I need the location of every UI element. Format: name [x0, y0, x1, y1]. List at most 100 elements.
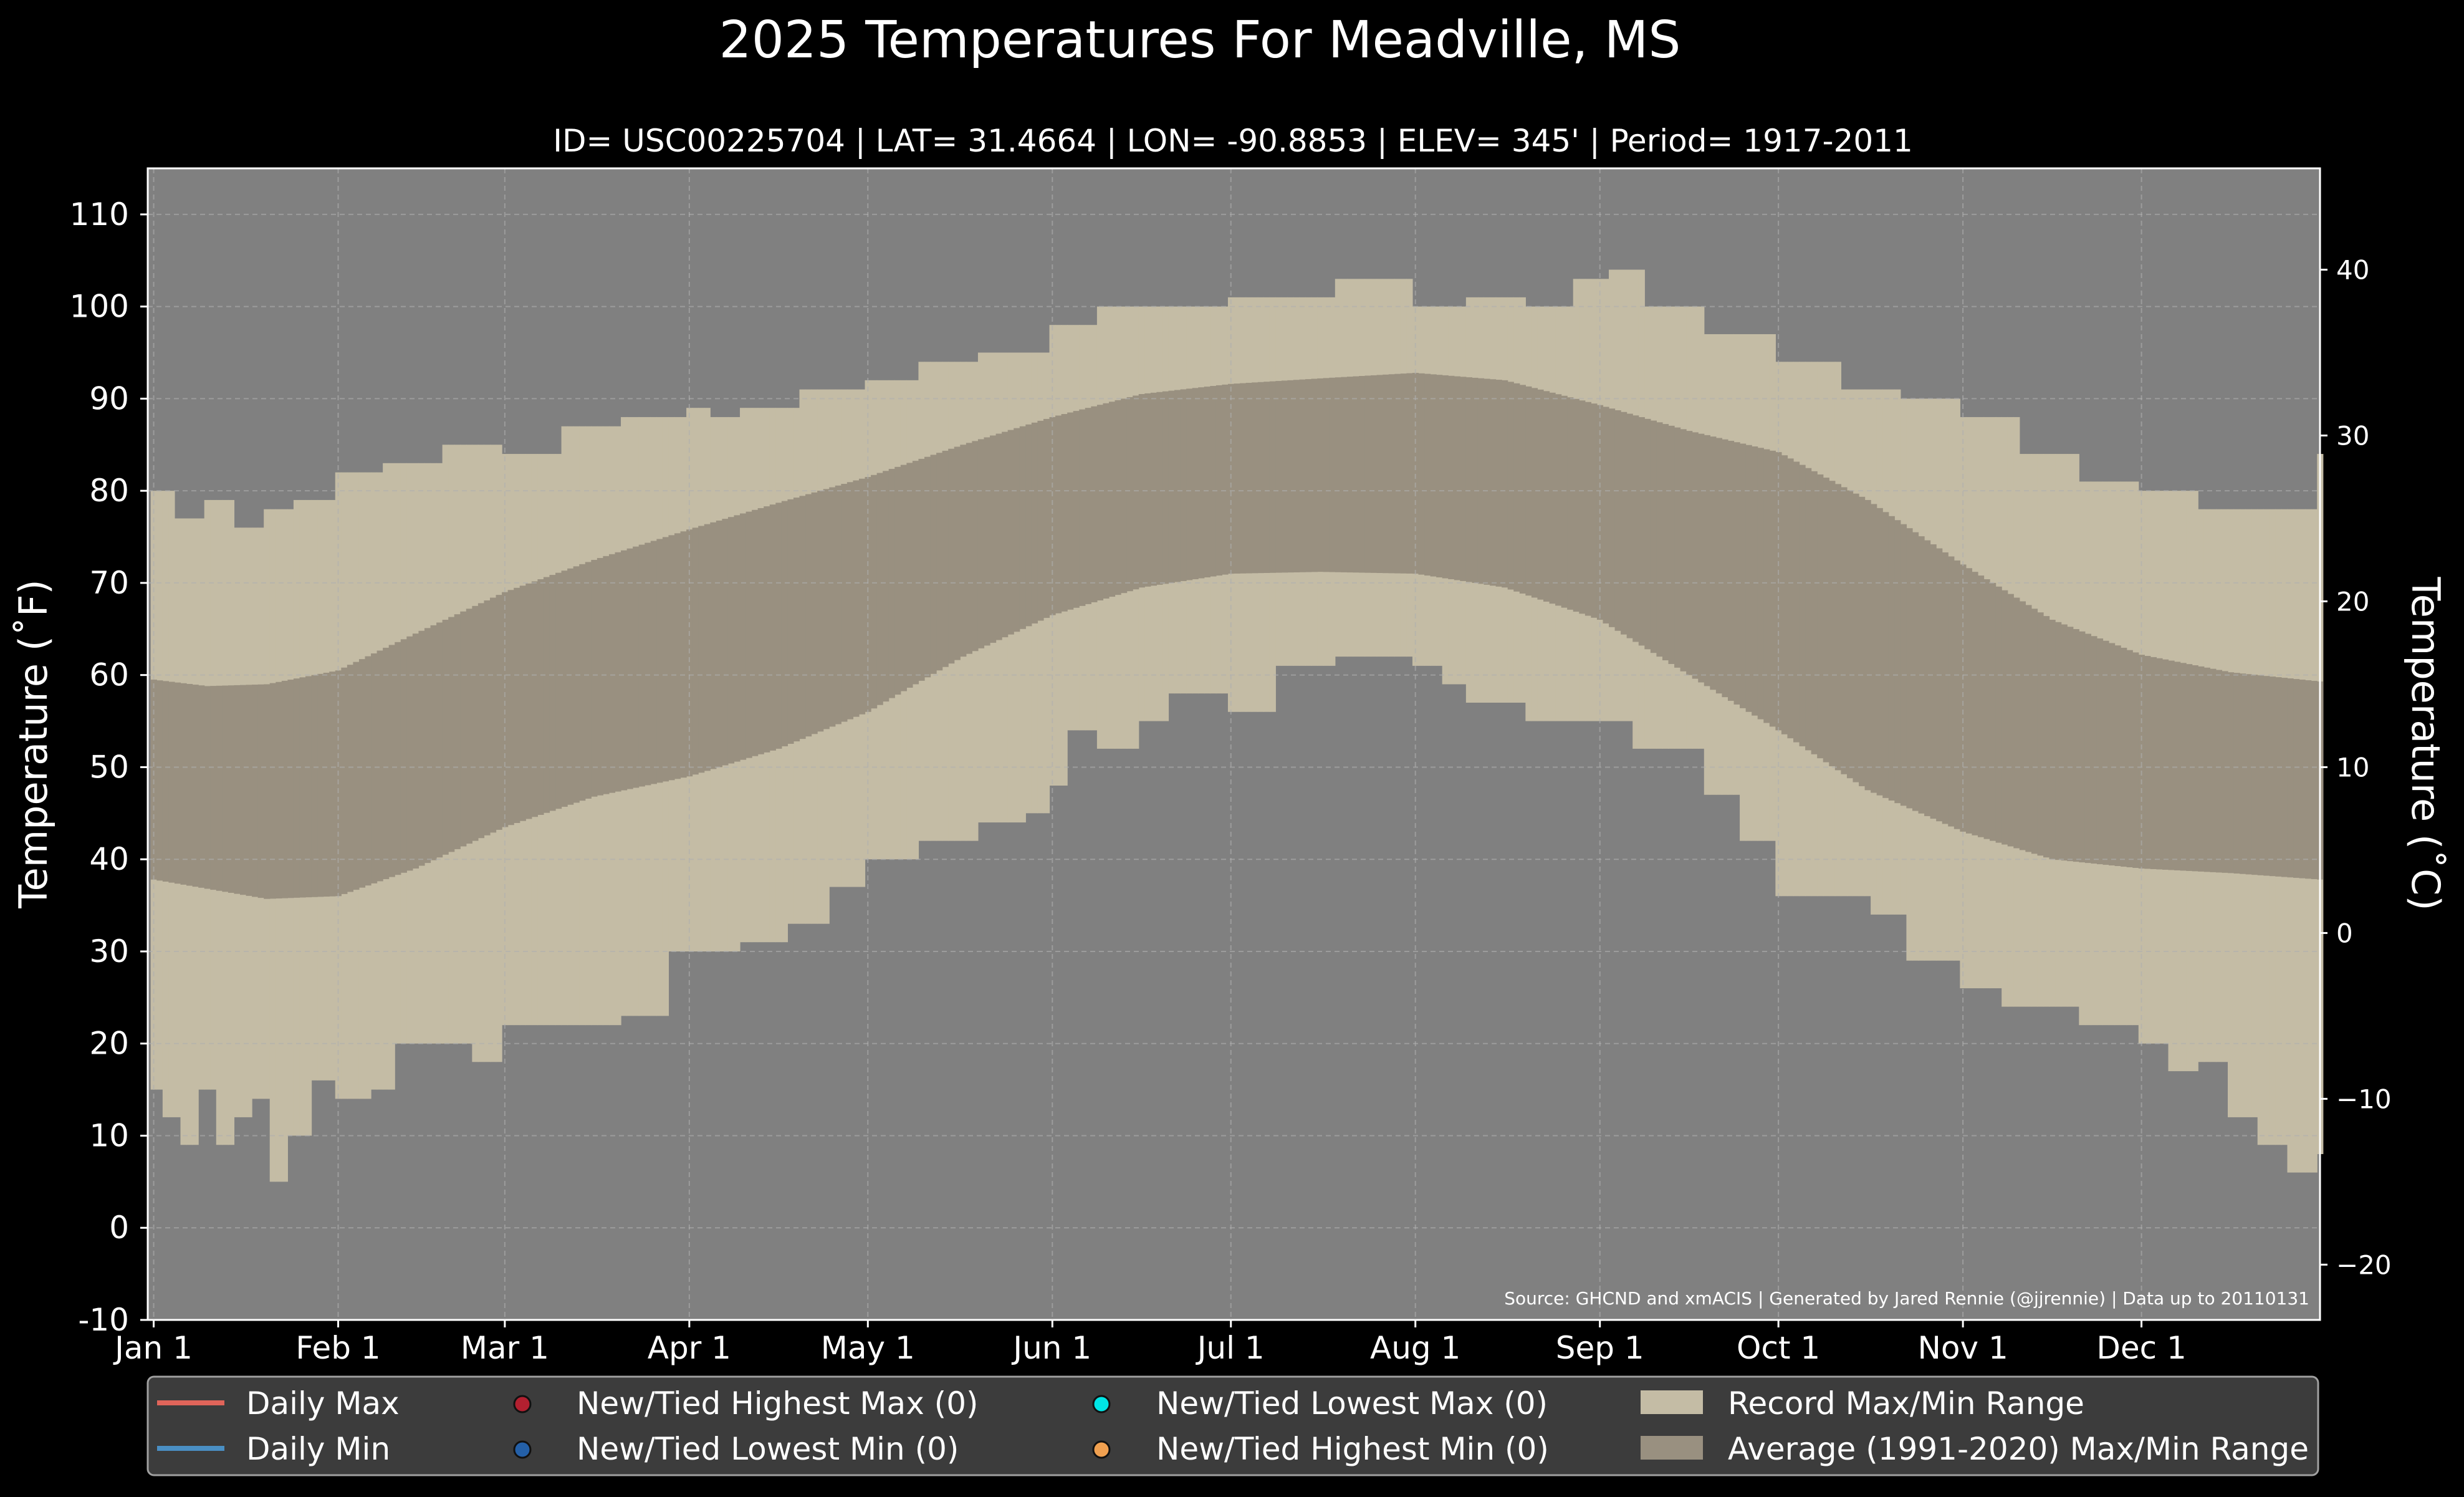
normal-bar-day-115: [829, 487, 836, 727]
normal-bar-day-263: [1710, 436, 1717, 690]
normal-bar-day-137: [960, 445, 967, 657]
normal-bar-day-17: [246, 685, 252, 896]
normal-bar-day-67: [543, 577, 550, 813]
normal-bar-day-64: [525, 583, 532, 819]
normal-bar-day-5: [174, 682, 181, 884]
normal-bar-day-363: [2305, 680, 2312, 879]
normal-bar-day-239: [1567, 397, 1574, 610]
chart-subtitle: ID= USC00225704 | LAT= 31.4664 | LON= -9…: [553, 123, 1913, 159]
normal-bar-day-358: [2275, 677, 2282, 877]
normal-bar-day-330: [2109, 643, 2116, 866]
normal-bar-day-306: [1965, 568, 1973, 834]
normal-bar-day-343: [2186, 664, 2193, 871]
normal-bar-day-297: [1912, 532, 1919, 811]
normal-bar-day-128: [906, 463, 913, 688]
normal-bar-day-237: [1555, 394, 1562, 606]
plot-area: [146, 167, 2324, 1321]
normal-bar-day-272: [1763, 449, 1770, 723]
normal-bar-day-127: [900, 465, 907, 691]
normal-bar-day-61: [507, 590, 514, 826]
normal-bar-day-332: [2121, 647, 2127, 867]
normal-bar-day-178: [1204, 387, 1210, 578]
normal-bar-day-345: [2198, 666, 2205, 872]
normal-bar-day-241: [1579, 400, 1586, 614]
normal-bar-day-30: [323, 672, 330, 897]
normal-bar-day-287: [1853, 493, 1859, 782]
normal-bar-day-260: [1692, 432, 1699, 679]
plot-frame: [146, 167, 2321, 1321]
normal-bar-day-98: [727, 517, 735, 764]
normal-bar-day-309: [1983, 579, 1990, 839]
normal-bar-day-255: [1662, 424, 1669, 661]
normal-bar-day-349: [2222, 671, 2228, 873]
normal-bar-day-184: [1240, 383, 1247, 574]
normal-bar-day-62: [514, 587, 520, 823]
normal-bar-day-27: [305, 676, 312, 898]
normal-bar-day-257: [1674, 427, 1681, 668]
normal-bar-day-362: [2299, 680, 2306, 878]
normal-bar-day-102: [752, 509, 759, 756]
normal-bar-day-161: [1103, 403, 1110, 599]
normal-bar-day-116: [835, 485, 841, 724]
normal-bar-day-335: [2138, 655, 2145, 869]
normal-bar-day-318: [2037, 612, 2044, 856]
normal-bar-day-290: [1871, 504, 1877, 793]
normal-bar-day-210: [1394, 373, 1401, 574]
normal-bar-day-51: [448, 617, 455, 852]
normal-bar-day-111: [805, 494, 812, 737]
normal-bar-day-265: [1722, 439, 1728, 698]
y-right-tick-label: −10: [2336, 1084, 2392, 1114]
normal-bar-day-113: [817, 491, 824, 732]
normal-bar-day-58: [490, 597, 497, 833]
normal-bar-day-92: [692, 527, 699, 775]
normal-bar-day-16: [239, 685, 247, 895]
normal-bar-day-217: [1436, 375, 1443, 578]
normal-bar-day-107: [781, 501, 789, 746]
legend-normal-range: Average (1991-2020) Max/Min Range: [1728, 1431, 2309, 1467]
y-right-tick-label: 0: [2336, 918, 2353, 948]
normal-bar-day-85: [650, 541, 657, 784]
normal-bar-day-288: [1859, 496, 1866, 786]
normal-bar-day-192: [1287, 380, 1294, 573]
normal-bar-day-304: [1953, 560, 1960, 829]
x-tick-label: Jan 1: [113, 1330, 193, 1366]
legend-highest-max: New/Tied Highest Max (0): [577, 1385, 979, 1422]
normal-bar-day-269: [1745, 445, 1752, 712]
normal-bar-day-117: [841, 484, 848, 722]
normal-bar-day-218: [1442, 375, 1449, 579]
normal-bar-day-149: [1031, 422, 1038, 623]
normal-bar-day-114: [823, 489, 830, 729]
normal-bar-day-156: [1073, 411, 1080, 608]
normal-bar-day-224: [1477, 378, 1485, 584]
legend-lowest-max-marker: [1092, 1395, 1111, 1413]
normal-bar-day-285: [1841, 487, 1848, 774]
normal-bar-day-215: [1424, 373, 1431, 576]
normal-bar-day-122: [871, 474, 878, 709]
normal-bar-day-238: [1561, 395, 1568, 608]
y-tick-label: 50: [89, 749, 129, 785]
normal-bar-day-124: [883, 471, 889, 702]
normal-bar-day-310: [1990, 582, 1997, 841]
normal-bar-day-8: [192, 685, 199, 887]
normal-bar-day-52: [454, 614, 461, 849]
normal-bar-day-294: [1894, 520, 1901, 804]
normal-bar-day-313: [2007, 594, 2014, 847]
normal-bar-day-275: [1781, 455, 1788, 734]
normal-bar-day-198: [1323, 378, 1330, 572]
normal-bar-day-302: [1942, 552, 1949, 824]
normal-bar-day-45: [412, 633, 419, 869]
normal-bar-day-360: [2287, 678, 2294, 878]
normal-bar-day-74: [585, 562, 592, 799]
normal-bar-day-295: [1900, 524, 1907, 806]
normal-bar-day-270: [1752, 446, 1758, 716]
normal-range-bars: [150, 373, 2324, 899]
normal-bar-day-231: [1519, 385, 1526, 594]
normal-bar-day-266: [1727, 440, 1735, 701]
normal-bar-day-63: [519, 585, 526, 821]
normal-bar-day-144: [1002, 431, 1009, 638]
normal-bar-day-42: [395, 642, 401, 875]
normal-bar-day-166: [1133, 395, 1139, 590]
x-axis: Jan 1 Feb 1 Mar 1 Apr 1 May 1 Jun 1 Jul 1 Aug 1…: [113, 1320, 2187, 1366]
normal-bar-day-86: [656, 539, 663, 783]
y-right-tick-label: −20: [2336, 1249, 2392, 1280]
